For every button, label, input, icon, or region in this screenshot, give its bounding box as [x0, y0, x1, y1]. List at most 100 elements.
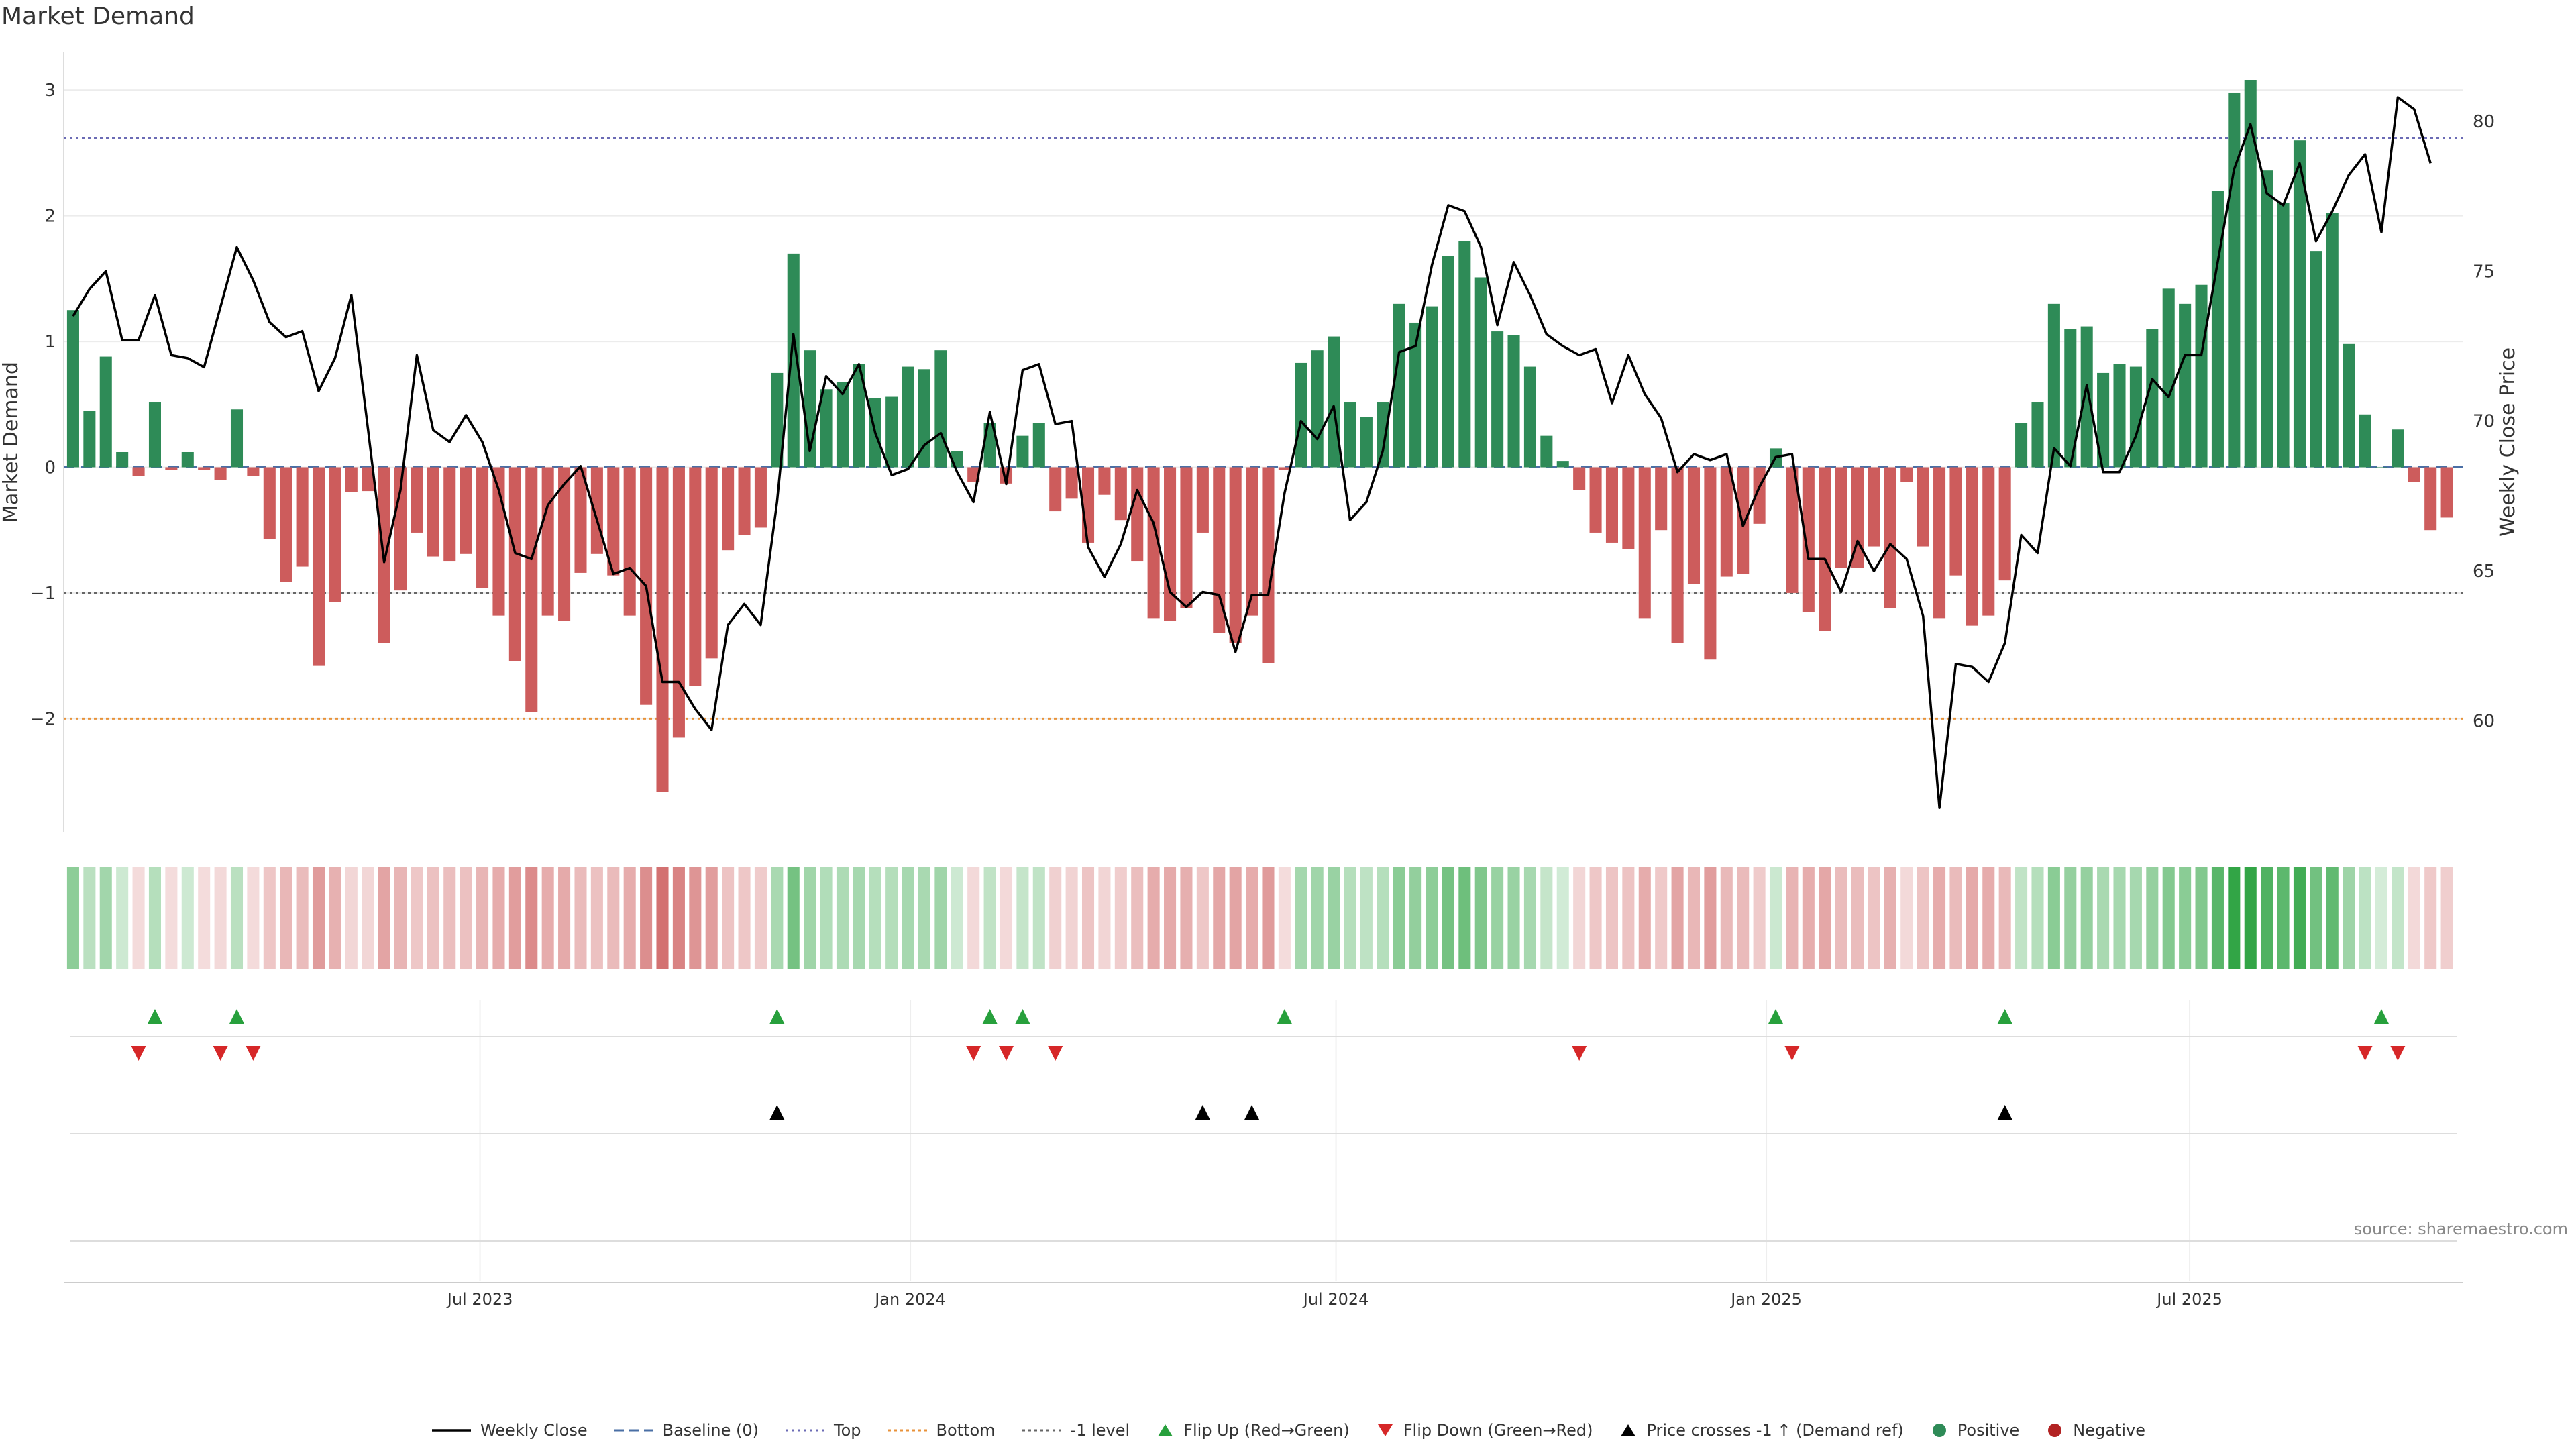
legend-symbol-line-dotted: [888, 1429, 927, 1432]
demand-bar: [2195, 284, 2208, 468]
heat-cell: [1164, 867, 1177, 969]
demand-bar: [148, 402, 161, 468]
demand-bar: [1835, 467, 1847, 568]
x-tick-label: Jul 2025: [2155, 1290, 2222, 1309]
demand-bar: [689, 467, 702, 686]
demand-bar: [1966, 467, 1978, 626]
heat-cell: [2326, 867, 2339, 969]
demand-bar: [1655, 467, 1668, 531]
heat-cell: [1704, 867, 1717, 969]
demand-bar: [1016, 435, 1029, 468]
demand-bar: [590, 467, 603, 554]
flip-up-marker: [982, 1009, 998, 1024]
flip-down-marker: [1048, 1046, 1063, 1061]
y2-tick-label: 60: [2473, 712, 2495, 732]
demand-bar: [1687, 467, 1701, 584]
demand-bar: [672, 467, 685, 738]
heat-cell: [1000, 867, 1013, 969]
heat-cell: [558, 867, 571, 969]
demand-bar: [623, 467, 636, 616]
heat-cell: [1737, 867, 1750, 969]
demand-bar: [1098, 467, 1111, 495]
demand-bar: [820, 389, 833, 468]
y-tick-label: 3: [44, 80, 56, 101]
market-demand-chart: −2 −1 0 1 2 3 60 65 70 75 80 Market Demand Weekly Cl…: [0, 52, 2520, 1309]
legend-symbol-dot: [1932, 1424, 1946, 1437]
demand-bar: [558, 467, 571, 621]
demand-bar: [1474, 277, 1487, 468]
demand-bars: [66, 80, 2453, 792]
heat-cell: [1458, 867, 1471, 969]
heat-cell: [722, 867, 735, 969]
heat-cell: [656, 867, 669, 969]
demand-bar: [1196, 467, 1209, 533]
flip-down-marker: [966, 1046, 981, 1061]
heat-cell: [787, 867, 800, 969]
heat-cell: [1114, 867, 1127, 969]
demand-bar: [1720, 467, 1733, 577]
gridlines: [64, 89, 2463, 1281]
legend-symbol-dot: [2048, 1424, 2062, 1437]
reference-levels: [64, 136, 2463, 720]
demand-bar: [427, 467, 439, 557]
heat-cell: [1491, 867, 1504, 969]
heat-cell: [1081, 867, 1095, 969]
heat-cell: [198, 867, 211, 969]
heat-cell: [754, 867, 767, 969]
heat-cell: [771, 867, 784, 969]
heat-cell: [378, 867, 390, 969]
y2-axis-title: Weekly Close Price: [2496, 347, 2520, 537]
flip-down-marker: [999, 1046, 1014, 1061]
heat-cell: [181, 867, 194, 969]
demand-bar: [1262, 467, 1275, 663]
demand-bar: [2015, 423, 2028, 468]
heat-cell: [804, 867, 816, 969]
heat-cell: [508, 867, 521, 969]
legend-label: Price crosses -1 ↑ (Demand ref): [1646, 1421, 1904, 1440]
legend-item: Weekly Close: [431, 1421, 588, 1440]
demand-bar: [1114, 467, 1127, 521]
heat-cell: [1589, 867, 1602, 969]
heat-cell: [2015, 867, 2028, 969]
demand-bar: [1360, 417, 1373, 468]
price-cross-marker: [769, 1105, 785, 1120]
demand-bar: [2277, 203, 2290, 468]
heat-cell: [525, 867, 538, 969]
heat-cell: [983, 867, 996, 969]
event-markers: [70, 1009, 2457, 1242]
heat-cell: [2195, 867, 2208, 969]
heat-cell: [738, 867, 751, 969]
demand-bar: [1589, 467, 1602, 533]
demand-bar: [329, 467, 341, 602]
demand-bar: [83, 411, 96, 468]
heat-cell: [1753, 867, 1766, 969]
demand-bar: [2097, 372, 2110, 468]
heat-cell: [2211, 867, 2224, 969]
demand-bar: [181, 451, 194, 468]
demand-bar: [411, 467, 423, 533]
heat-cell: [2359, 867, 2371, 969]
flip-down-marker: [1784, 1046, 1800, 1061]
heat-cell: [1360, 867, 1373, 969]
demand-bar: [460, 467, 472, 554]
y2-tick-label: 65: [2473, 561, 2495, 582]
y-tick-label: −2: [30, 709, 56, 729]
heat-cell: [2343, 867, 2355, 969]
demand-bar: [2359, 414, 2371, 468]
heat-cell: [1065, 867, 1078, 969]
heat-cell: [1917, 867, 1929, 969]
heat-cell: [116, 867, 129, 969]
demand-bar: [2064, 329, 2077, 468]
heat-cell: [1982, 867, 1995, 969]
heat-cell: [541, 867, 554, 969]
demand-bar: [296, 467, 309, 567]
y-tick-label: −1: [30, 584, 56, 604]
heat-cell: [1556, 867, 1569, 969]
heat-cell: [1180, 867, 1193, 969]
demand-bar: [1246, 467, 1258, 616]
heat-cell: [2113, 867, 2126, 969]
legend-symbol-line-dotted: [786, 1429, 824, 1432]
weekly-close-line-path: [72, 96, 2432, 809]
demand-bar: [1998, 467, 2011, 581]
heat-cell: [1474, 867, 1487, 969]
